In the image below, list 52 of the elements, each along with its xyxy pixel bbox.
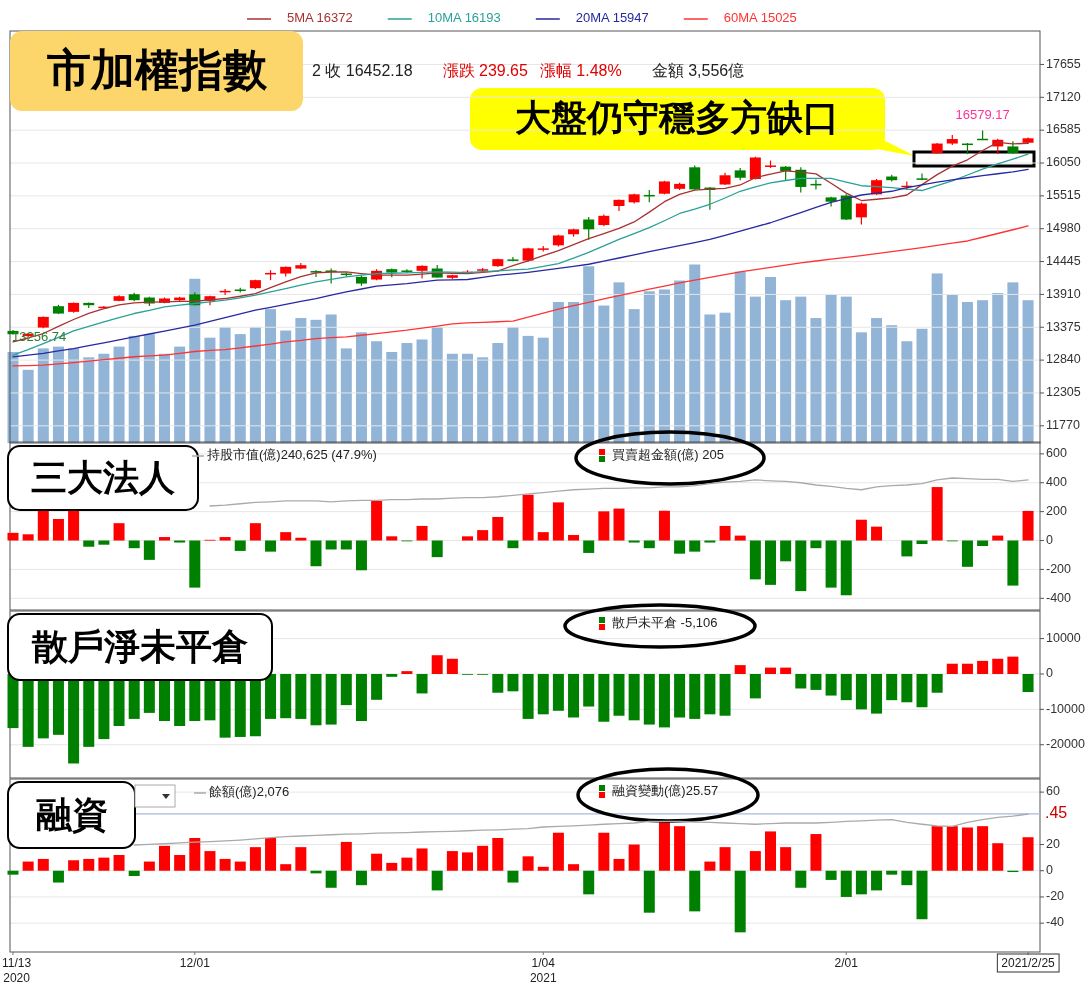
y-tick-label: 16585: [1046, 122, 1081, 137]
y-tick-label: 11770: [1046, 418, 1080, 433]
y-tick-label: -200: [1046, 561, 1072, 576]
text: .45: [1045, 804, 1068, 822]
legend-label: 60MA 15025: [723, 10, 797, 26]
y-tick-label: 13910: [1046, 286, 1081, 301]
y-tick-label: -10000: [1046, 701, 1085, 716]
y-tick-label: 16050: [1046, 155, 1081, 170]
y-tick-label: 12305: [1046, 385, 1081, 400]
annotation: 大盤仍守穩多方缺口: [515, 96, 839, 138]
x-tick-label: 11/13 2020: [2, 956, 32, 984]
chart-title: 市加權指數: [46, 44, 268, 94]
y-tick-label: 15515: [1046, 188, 1081, 203]
y-tick-label: 200: [1046, 503, 1067, 518]
chart-title: 散戶淨未平倉: [31, 625, 248, 667]
legend-label: 散戶未平倉 -5,106: [612, 615, 718, 631]
y-tick-label: 14980: [1046, 221, 1081, 236]
y-tick-label: 20: [1046, 836, 1060, 851]
x-tick-label: 1/04 2021: [529, 956, 557, 984]
annotation: 16579.17: [955, 106, 1010, 122]
legend-label: 買賣超金額(億) 205: [612, 447, 724, 463]
chart-title: 融資: [35, 793, 108, 835]
y-tick-label: -20: [1046, 889, 1065, 904]
x-tick-label: 2021/2/25: [1001, 956, 1056, 970]
annotation: 漲跌 239.65: [442, 62, 529, 80]
legend-label: 5MA 16372: [287, 10, 353, 26]
y-tick-label: 13375: [1046, 319, 1081, 334]
legend-label: 20MA 15947: [575, 10, 649, 26]
y-tick-label: 17120: [1046, 89, 1081, 104]
y-tick-label: 0: [1046, 532, 1053, 547]
legend-label: 餘額(億)2,076: [209, 784, 290, 800]
y-tick-label: 0: [1046, 863, 1053, 878]
y-tick-label: 17655: [1046, 56, 1081, 71]
x-tick-label: 2/01: [834, 956, 859, 970]
legend-label: 融資變動(億)25.57: [612, 783, 719, 799]
annotation: 2 收 16452.18: [312, 62, 413, 80]
annotation: 金額 3,556億: [651, 62, 745, 80]
annotation: 漲幅 1.48%: [539, 62, 622, 80]
y-tick-label: -400: [1046, 590, 1072, 605]
y-tick-label: -40: [1046, 915, 1065, 930]
y-tick-label: 60: [1046, 784, 1060, 799]
legend-label: 10MA 16193: [427, 10, 501, 26]
y-tick-label: -20000: [1046, 737, 1085, 752]
y-tick-label: 0: [1046, 666, 1053, 681]
chart-title: 三大法人: [31, 456, 175, 498]
y-tick-label: 600: [1046, 446, 1067, 461]
y-tick-label: 400: [1046, 475, 1067, 490]
y-tick-label: 12840: [1046, 352, 1081, 367]
x-tick-label: 12/01: [179, 956, 211, 970]
y-tick-label: 14445: [1046, 253, 1081, 268]
legend-label: 持股市值(億)240,625 (47.9%): [207, 447, 377, 463]
y-tick-label: 10000: [1046, 630, 1081, 645]
